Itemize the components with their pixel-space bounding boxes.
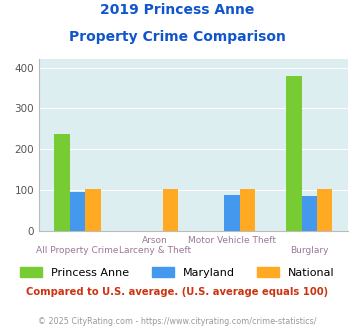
Bar <box>163 189 178 231</box>
Text: Burglary: Burglary <box>290 246 328 255</box>
Text: Motor Vehicle Theft: Motor Vehicle Theft <box>188 236 276 245</box>
Bar <box>286 76 302 231</box>
Bar <box>70 192 86 231</box>
Text: 2019 Princess Anne: 2019 Princess Anne <box>100 3 255 17</box>
Bar <box>302 196 317 231</box>
Bar <box>55 134 70 231</box>
Text: © 2025 CityRating.com - https://www.cityrating.com/crime-statistics/: © 2025 CityRating.com - https://www.city… <box>38 317 317 326</box>
Text: Compared to U.S. average. (U.S. average equals 100): Compared to U.S. average. (U.S. average … <box>26 287 329 297</box>
Text: All Property Crime: All Property Crime <box>37 246 119 255</box>
Legend: Princess Anne, Maryland, National: Princess Anne, Maryland, National <box>16 263 339 282</box>
Bar <box>224 195 240 231</box>
Bar <box>240 189 255 231</box>
Bar <box>317 189 332 231</box>
Text: Arson: Arson <box>142 236 168 245</box>
Text: Larceny & Theft: Larceny & Theft <box>119 246 191 255</box>
Bar <box>86 189 101 231</box>
Text: Property Crime Comparison: Property Crime Comparison <box>69 30 286 44</box>
